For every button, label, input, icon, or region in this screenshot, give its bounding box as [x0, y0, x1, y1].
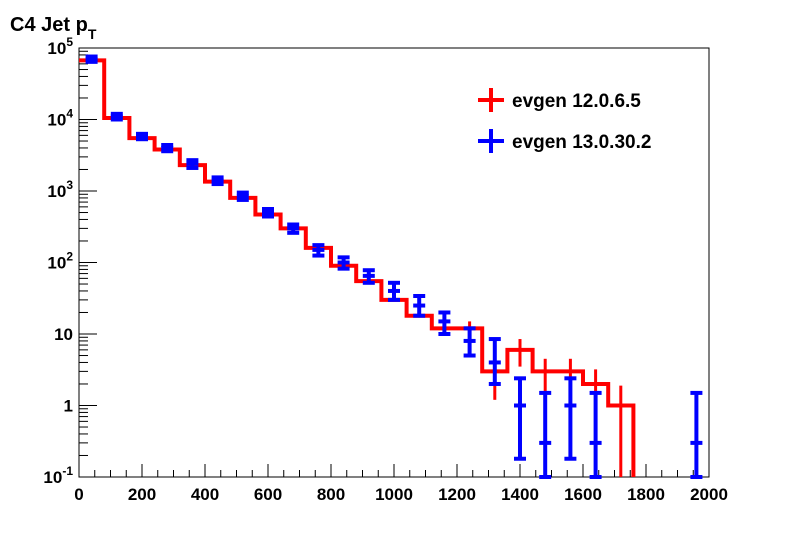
series-evgen-13 [85, 54, 703, 479]
legend: evgen 12.0.6.5 evgen 13.0.30.2 [478, 88, 651, 153]
x-tick-label: 600 [254, 485, 282, 504]
x-tick-label: 400 [191, 485, 219, 504]
legend-entry-evgen-13: evgen 13.0.30.2 [478, 129, 651, 153]
y-tick-label: 10 [54, 325, 73, 344]
chart-title: C4 Jet pT [10, 14, 97, 42]
x-tick-label: 1400 [501, 485, 539, 504]
chart-title-text: C4 Jet p [10, 14, 88, 36]
axes: 0 200 400 600 800 1000 1200 1400 1600 1800 2000 10-… [43, 35, 728, 504]
y-tick-label: 105 [47, 35, 73, 58]
red-histogram-line [79, 58, 636, 477]
plot-frame [78, 47, 710, 478]
x-tick-label: 1000 [375, 485, 413, 504]
x-tick-label: 800 [317, 485, 345, 504]
y-tick-label: 10-1 [43, 464, 73, 487]
chart-title-subscript: T [88, 26, 97, 42]
y-tick-label: 103 [47, 178, 73, 201]
x-tick-label: 1800 [627, 485, 665, 504]
x-tick-label: 1600 [564, 485, 602, 504]
x-tick-label: 2000 [690, 485, 728, 504]
legend-entry-evgen-12: evgen 12.0.6.5 [478, 88, 641, 112]
y-tick-label: 1 [64, 397, 73, 416]
legend-label: evgen 13.0.30.2 [512, 132, 651, 153]
x-tick-label: 0 [74, 485, 83, 504]
x-tick-label: 200 [128, 485, 156, 504]
y-tick-label: 104 [47, 107, 73, 130]
legend-label: evgen 12.0.6.5 [512, 91, 641, 112]
x-tick-label: 1200 [438, 485, 476, 504]
y-tick-label: 102 [47, 250, 73, 273]
